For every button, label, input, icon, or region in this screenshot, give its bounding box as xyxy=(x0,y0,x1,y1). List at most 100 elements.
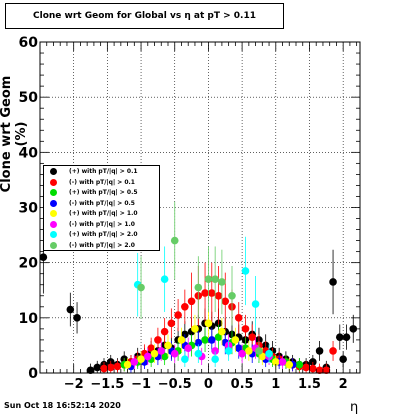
data-point-s2 xyxy=(295,360,304,369)
legend-entry: (-) with pT/|q| > 1.0 xyxy=(44,220,159,231)
data-point-s0 xyxy=(66,305,75,314)
data-point-s1 xyxy=(309,364,317,373)
data-point-s5 xyxy=(157,347,166,355)
data-point-s1 xyxy=(322,366,331,375)
data-point-s4 xyxy=(285,360,294,369)
data-point-s7 xyxy=(194,283,203,292)
data-point-s1 xyxy=(221,297,230,306)
x-tick-label: −0.5 xyxy=(158,377,192,392)
title-box: Clone wrt Geom for Global vs η at pT > 0… xyxy=(5,3,284,29)
data-point-s7 xyxy=(211,275,219,284)
data-point-s4 xyxy=(245,347,253,355)
data-point-s5 xyxy=(170,349,179,358)
legend: (+) with pT/|q| > 0.1 (-) with pT/|q| > … xyxy=(43,165,160,251)
legend-entry: (+) with pT/|q| > 2.0 xyxy=(44,230,159,241)
legend-entry: (-) with pT/|q| > 2.0 xyxy=(44,241,159,252)
legend-marker xyxy=(50,178,57,186)
data-point-s6 xyxy=(251,300,260,308)
data-point-s0 xyxy=(349,325,358,333)
data-point-s4 xyxy=(258,352,267,361)
data-point-s7 xyxy=(255,347,263,355)
legend-label: (-) with pT/|q| > 0.1 xyxy=(69,178,135,186)
data-point-s6 xyxy=(194,349,203,358)
x-tick-label: −1.5 xyxy=(90,377,124,392)
data-point-s4 xyxy=(191,325,199,333)
data-point-s6 xyxy=(181,355,189,364)
data-point-s4 xyxy=(271,358,280,366)
data-point-s0 xyxy=(93,363,102,372)
data-point-s5 xyxy=(143,352,152,361)
data-point-s1 xyxy=(154,336,162,344)
data-point-s4 xyxy=(123,360,132,369)
data-point-s7 xyxy=(228,291,236,300)
data-point-s2 xyxy=(214,333,223,341)
data-point-s1 xyxy=(329,347,337,355)
data-point-s1 xyxy=(241,325,250,333)
legend-label: (-) with pT/|q| > 1.0 xyxy=(69,220,135,228)
data-point-s6 xyxy=(241,267,250,275)
data-point-s5 xyxy=(130,358,139,366)
data-point-s1 xyxy=(147,344,155,352)
x-tick-label: 0 xyxy=(204,377,213,392)
data-point-s4 xyxy=(150,349,159,358)
data-point-s1 xyxy=(248,333,257,341)
y-tick-label: 60 xyxy=(19,35,39,51)
legend-label: (+) with pT/|q| > 2.0 xyxy=(69,231,138,238)
legend-label: (+) with pT/|q| > 1.0 xyxy=(69,210,138,217)
legend-label: (+) with pT/|q| > 0.1 xyxy=(69,168,138,175)
legend-entry: (+) with pT/|q| > 0.1 xyxy=(44,167,159,178)
data-point-s1 xyxy=(302,363,310,372)
data-point-s1 xyxy=(207,289,216,297)
data-point-s0 xyxy=(339,355,347,364)
x-axis-label: η xyxy=(350,400,359,415)
y-tick-label: 20 xyxy=(19,256,39,272)
y-tick-label: 50 xyxy=(19,90,39,106)
data-point-s4 xyxy=(218,327,226,336)
data-point-s4 xyxy=(231,336,240,344)
legend-marker xyxy=(50,210,57,217)
data-point-s3 xyxy=(194,338,203,347)
data-point-s2 xyxy=(201,336,209,344)
legend-marker xyxy=(50,231,57,238)
data-point-s2 xyxy=(160,352,169,361)
legend-entry: (-) with pT/|q| > 0.5 xyxy=(44,199,159,210)
data-point-s1 xyxy=(106,363,115,372)
data-point-s7 xyxy=(170,236,179,245)
data-point-s1 xyxy=(181,303,189,311)
legend-marker xyxy=(50,189,57,196)
data-point-s4 xyxy=(164,341,172,350)
data-point-s6 xyxy=(160,275,169,284)
y-tick-label: 40 xyxy=(19,145,39,161)
legend-entry: (+) with pT/|q| > 0.5 xyxy=(44,188,159,199)
x-tick-label: −1 xyxy=(131,377,151,392)
data-point-s4 xyxy=(177,336,186,344)
data-layer xyxy=(39,201,358,375)
data-point-s1 xyxy=(167,319,176,328)
x-tick-label: 1 xyxy=(271,377,280,392)
x-tick-label: 2 xyxy=(339,377,348,392)
data-point-s5 xyxy=(278,358,287,366)
data-point-s3 xyxy=(234,344,243,352)
data-point-s1 xyxy=(113,362,122,371)
legend-marker xyxy=(50,199,57,207)
data-point-s1 xyxy=(187,297,196,306)
data-point-s0 xyxy=(315,347,324,355)
data-point-s5 xyxy=(238,349,246,358)
data-point-s1 xyxy=(174,311,182,319)
data-point-s1 xyxy=(315,366,324,375)
data-point-s7 xyxy=(218,278,226,286)
y-tick-label: 0 xyxy=(28,366,38,382)
y-tick-label: 30 xyxy=(19,201,39,217)
legend-entry: (+) with pT/|q| > 1.0 xyxy=(44,209,159,220)
data-point-s1 xyxy=(214,291,223,300)
data-point-s0 xyxy=(86,366,95,375)
y-axis-label: Clone wrt Geom (%) xyxy=(0,75,29,193)
legend-marker xyxy=(50,168,57,175)
data-point-s0 xyxy=(335,333,344,341)
data-point-s6 xyxy=(265,349,273,358)
x-tick-label: 1.5 xyxy=(298,377,321,392)
data-point-s0 xyxy=(342,333,351,341)
x-tick-label: 0.5 xyxy=(231,377,254,392)
